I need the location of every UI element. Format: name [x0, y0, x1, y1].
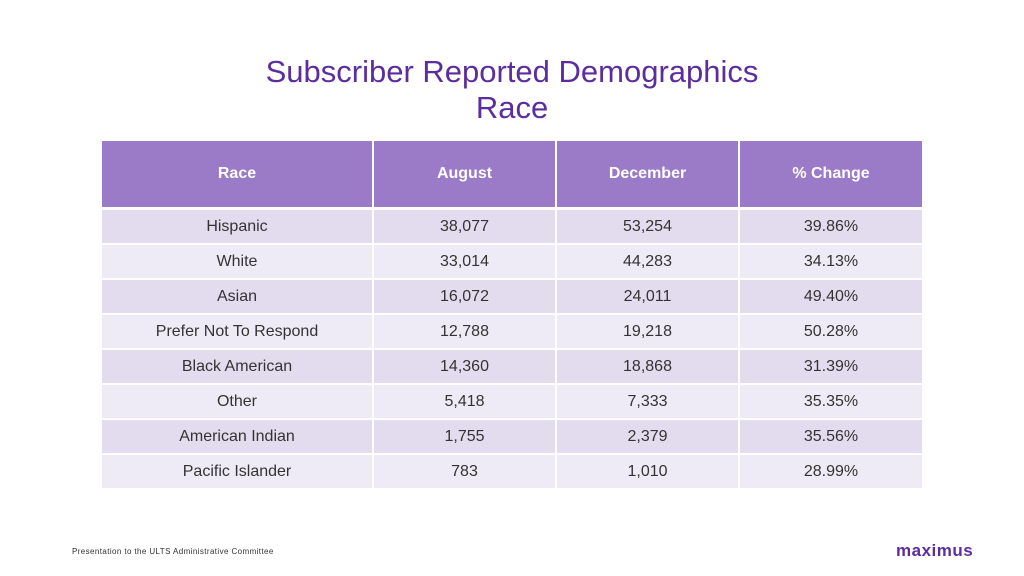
cell-december: 1,010 — [555, 453, 739, 488]
table-row: American Indian 1,755 2,379 35.56% — [102, 418, 922, 454]
maximus-logo: maximus — [896, 541, 974, 560]
cell-august: 5,418 — [372, 383, 556, 419]
cell-race: Other — [102, 383, 373, 419]
slide-title: Subscriber Reported Demographics Race — [0, 54, 1024, 126]
header-percent-change: % Change — [738, 141, 922, 210]
cell-race: White — [102, 243, 373, 279]
table-row: Pacific Islander 783 1,010 28.99% — [102, 453, 922, 488]
table-row: Other 5,418 7,333 35.35% — [102, 383, 922, 419]
cell-race: Prefer Not To Respond — [102, 313, 373, 349]
race-demographics-table: Race August December % Change Hispanic 3… — [102, 141, 922, 488]
cell-december: 19,218 — [555, 313, 739, 349]
cell-percent-change: 31.39% — [738, 348, 922, 384]
cell-december: 53,254 — [555, 207, 739, 244]
cell-august: 16,072 — [372, 278, 556, 314]
header-december: December — [555, 141, 739, 210]
title-line-1: Subscriber Reported Demographics — [265, 54, 759, 89]
header-august: August — [372, 141, 556, 210]
footer-text: Presentation to the ULTS Administrative … — [72, 547, 274, 556]
cell-december: 24,011 — [555, 278, 739, 314]
cell-august: 12,788 — [372, 313, 556, 349]
cell-august: 1,755 — [372, 418, 556, 454]
cell-august: 14,360 — [372, 348, 556, 384]
cell-august: 783 — [372, 453, 556, 488]
cell-race: Asian — [102, 278, 373, 314]
table-header-row: Race August December % Change — [102, 141, 922, 210]
cell-december: 2,379 — [555, 418, 739, 454]
cell-percent-change: 28.99% — [738, 453, 922, 488]
cell-percent-change: 39.86% — [738, 207, 922, 244]
table-row: Black American 14,360 18,868 31.39% — [102, 348, 922, 384]
cell-race: Hispanic — [102, 207, 373, 244]
cell-august: 38,077 — [372, 207, 556, 244]
cell-december: 44,283 — [555, 243, 739, 279]
cell-percent-change: 35.56% — [738, 418, 922, 454]
table-row: White 33,014 44,283 34.13% — [102, 243, 922, 279]
cell-percent-change: 34.13% — [738, 243, 922, 279]
cell-percent-change: 49.40% — [738, 278, 922, 314]
table-row: Prefer Not To Respond 12,788 19,218 50.2… — [102, 313, 922, 349]
cell-race: American Indian — [102, 418, 373, 454]
cell-percent-change: 50.28% — [738, 313, 922, 349]
cell-december: 18,868 — [555, 348, 739, 384]
table-row: Hispanic 38,077 53,254 39.86% — [102, 207, 922, 244]
cell-december: 7,333 — [555, 383, 739, 419]
title-line-2: Race — [475, 90, 549, 125]
table-row: Asian 16,072 24,011 49.40% — [102, 278, 922, 314]
cell-race: Pacific Islander — [102, 453, 373, 488]
cell-race: Black American — [102, 348, 373, 384]
header-race: Race — [102, 141, 373, 210]
cell-percent-change: 35.35% — [738, 383, 922, 419]
cell-august: 33,014 — [372, 243, 556, 279]
